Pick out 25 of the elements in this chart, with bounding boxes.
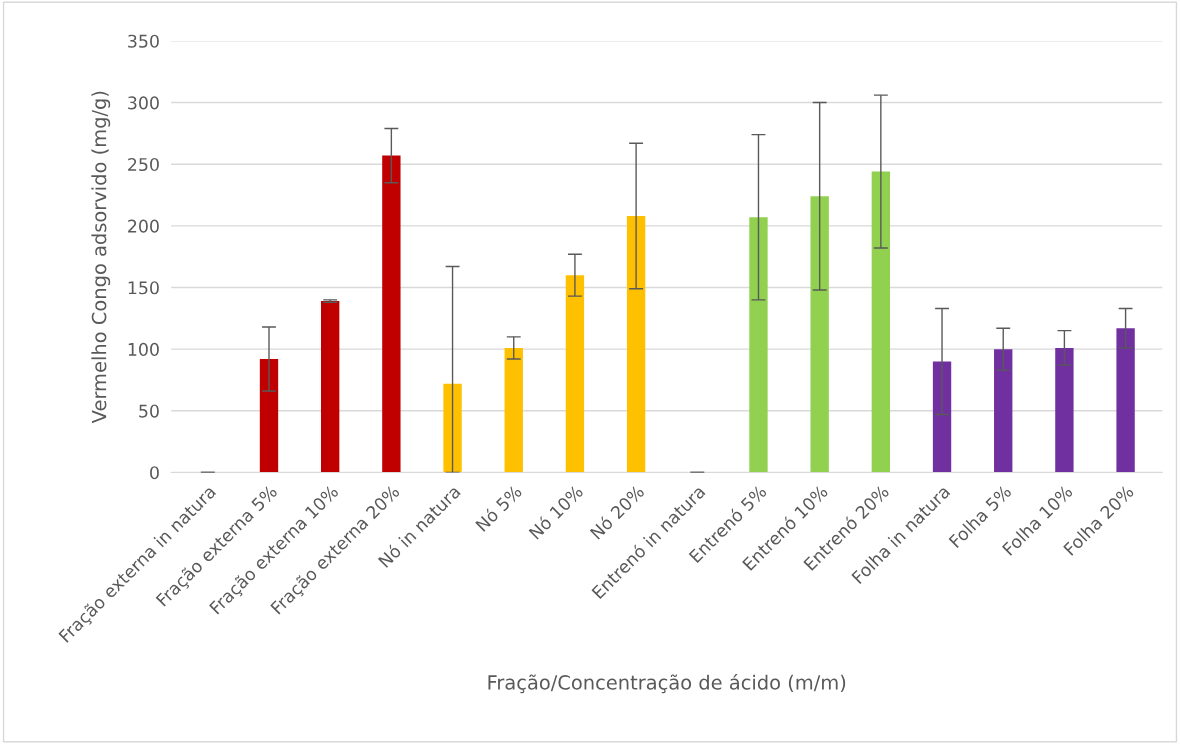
bar (626, 215, 646, 473)
y-tick-label: 250 (128, 157, 159, 172)
bar (932, 361, 952, 473)
bar (565, 275, 585, 473)
bar (871, 171, 891, 473)
y-tick-label: 100 (128, 342, 159, 356)
bar (810, 196, 829, 473)
y-tick-label: 350 (128, 34, 159, 48)
y-axis-title: Vermelho Congo adsorvido (mg/g) (91, 91, 111, 424)
y-tick-label: 150 (128, 281, 159, 295)
bar (504, 347, 523, 473)
bar (321, 301, 340, 473)
bar (994, 349, 1013, 473)
y-tick-label: 300 (128, 96, 159, 110)
bar (382, 155, 401, 473)
y-tick-label: 200 (128, 219, 159, 233)
x-axis-title: Fração/Concentração de ácido (m/m) (488, 673, 846, 694)
x-tick-label: Nó 5% (474, 483, 523, 532)
y-tick-label: 50 (139, 404, 159, 418)
y-tick-label: 0 (150, 466, 159, 480)
bar (749, 217, 768, 473)
bar (1055, 347, 1074, 473)
bar (443, 383, 462, 473)
bar (1116, 328, 1135, 473)
bar (259, 359, 279, 473)
